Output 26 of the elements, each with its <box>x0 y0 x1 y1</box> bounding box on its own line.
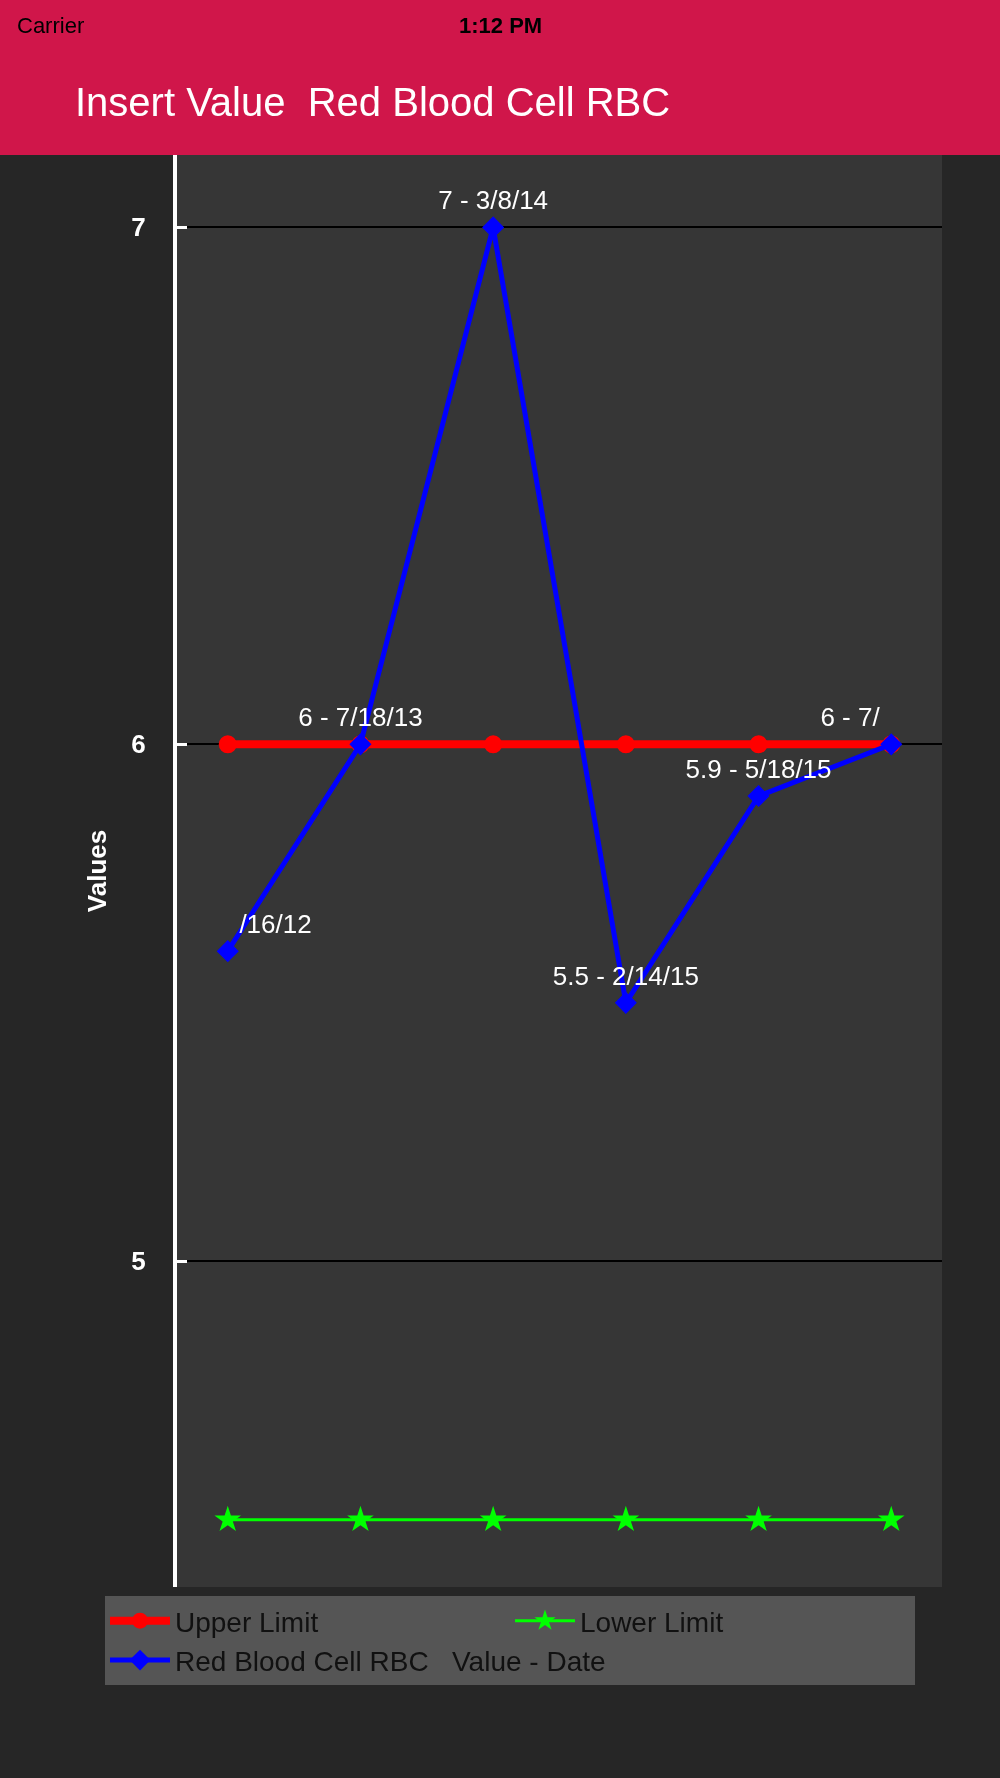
point <box>745 1505 772 1532</box>
point <box>218 735 237 754</box>
point <box>484 735 503 754</box>
y-tick-label: 6 <box>131 729 146 760</box>
data-label: 6 - 7/ <box>820 702 881 733</box>
y-axis-title: Values <box>82 829 113 913</box>
point <box>747 784 770 808</box>
data-label: 5.9 - 5/18/15 <box>685 753 832 784</box>
point <box>214 1505 242 1532</box>
point <box>614 991 637 1014</box>
text: Carrier <box>17 13 85 38</box>
legend-label: Upper Limit <box>175 1606 319 1638</box>
point <box>216 940 239 963</box>
y-tick-label: 7 <box>131 212 146 243</box>
legend-label: Lower Limit <box>580 1606 724 1638</box>
point <box>616 735 635 754</box>
chart-title: Insert Value Red Blood Cell RBC <box>75 80 671 124</box>
point <box>877 1505 905 1532</box>
point <box>347 1505 374 1532</box>
point <box>612 1505 640 1532</box>
legend-label: Red Blood Cell RBC Value - Date <box>175 1646 606 1678</box>
y-tick-label: 5 <box>131 1246 146 1277</box>
point <box>749 735 768 754</box>
text: 1:12 PM <box>459 13 543 38</box>
point <box>479 1505 507 1532</box>
data-label: 7 - 3/8/14 <box>438 185 549 216</box>
